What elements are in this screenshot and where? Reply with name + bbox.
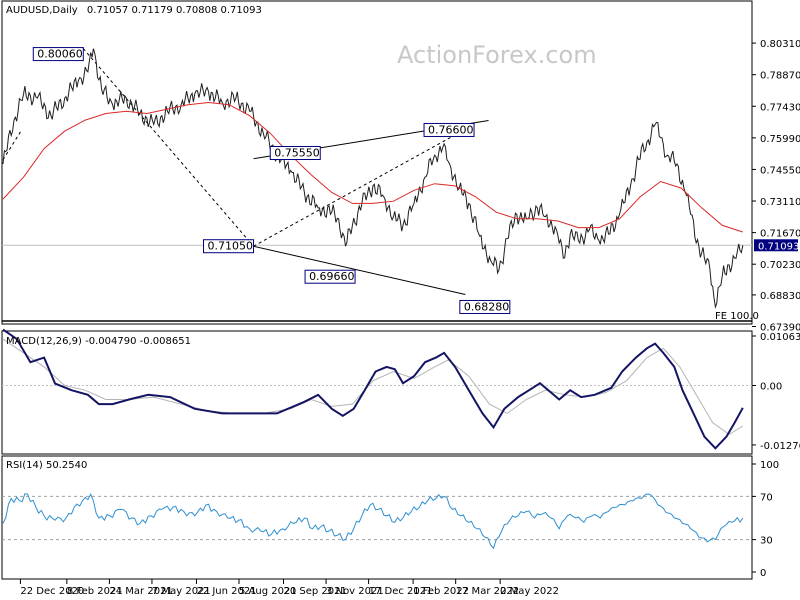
rsi-panel bbox=[1, 455, 753, 580]
price-tick-label: 0.74550 bbox=[760, 165, 800, 176]
rsi-title: RSI(14) 50.2540 bbox=[6, 460, 87, 471]
price-tick-label: 0.71670 bbox=[760, 229, 800, 240]
axis-ticks: 0.80310 0.78870 0.77430 0.75990 0.74550 0.731… bbox=[19, 39, 800, 597]
watermark: ActionForex.com bbox=[397, 41, 597, 69]
ohlc-values: 0.71057 0.71179 0.70808 0.71093 bbox=[87, 5, 262, 16]
rsi-tick-label: 0 bbox=[760, 568, 766, 579]
level-box bbox=[203, 239, 255, 254]
rsi-series bbox=[2, 492, 744, 550]
price-series bbox=[2, 48, 744, 309]
macd-main-series bbox=[2, 328, 744, 450]
price-tick-label: 0.78870 bbox=[760, 71, 800, 82]
level-box bbox=[423, 122, 475, 137]
level-label: 0.76600 bbox=[428, 123, 474, 136]
macd-title: MACD(12,26,9) -0.004790 -0.008651 bbox=[6, 336, 191, 347]
level-box bbox=[269, 146, 321, 161]
price-tick-label: 0.77430 bbox=[760, 102, 800, 113]
level-box bbox=[459, 299, 511, 314]
fe-annotation: FE 100.0 bbox=[715, 311, 759, 322]
macd-tick-label: 0.010631 bbox=[760, 332, 800, 343]
level-label: 0.69660 bbox=[309, 270, 355, 283]
macd-tick-label: 0.00 bbox=[760, 382, 782, 393]
price-panel bbox=[1, 0, 753, 325]
level-box bbox=[304, 269, 356, 284]
x-tick-label: 5 Aug 2021 bbox=[239, 586, 297, 597]
x-tick-label: 8 Feb 2021 bbox=[67, 586, 123, 597]
x-tick-label: 17 Dec 2021 bbox=[369, 586, 433, 597]
x-tick-label: 2 May 2022 bbox=[500, 586, 559, 597]
price-tick-label: 0.68830 bbox=[760, 291, 800, 302]
level-box bbox=[32, 47, 84, 62]
reference-lines bbox=[2, 244, 752, 541]
price-tick-label: 0.67390 bbox=[760, 323, 800, 334]
trendline bbox=[253, 245, 466, 295]
series bbox=[2, 48, 744, 550]
rsi-tick-label: 100 bbox=[760, 460, 779, 471]
level-label: 0.68280 bbox=[464, 300, 510, 313]
level-label: 0.75550 bbox=[274, 147, 320, 160]
price-tick-label: 0.70230 bbox=[760, 260, 800, 271]
x-tick-label: 20 Sep 2021 bbox=[283, 586, 346, 597]
x-tick-label: 17 Mar 2022 bbox=[456, 586, 519, 597]
x-tick-label: 7 May 2021 bbox=[152, 586, 211, 597]
current-price-label: 0.71093 bbox=[758, 241, 799, 252]
trendline bbox=[82, 48, 254, 247]
rsi-tick-label: 30 bbox=[760, 536, 773, 547]
x-tick-label: 22 Jun 2021 bbox=[196, 586, 256, 597]
macd-tick-label: -0.012767 bbox=[760, 441, 800, 452]
x-tick-label: 24 Mar 2021 bbox=[109, 586, 172, 597]
level-label: 0.71050 bbox=[208, 240, 254, 253]
x-tick-label: 3 Nov 2021 bbox=[326, 586, 384, 597]
level-label: 0.80060 bbox=[37, 48, 83, 61]
symbol-label: AUDUSD,Daily bbox=[6, 5, 78, 16]
moving-average-series bbox=[2, 101, 743, 233]
price-tick-label: 0.73110 bbox=[760, 197, 800, 208]
x-tick-label: 1 Feb 2022 bbox=[413, 586, 469, 597]
price-tick-label: 0.75990 bbox=[760, 134, 800, 145]
price-tick-label: 0.80310 bbox=[760, 39, 800, 50]
x-tick-label: 22 Dec 2020 bbox=[20, 586, 84, 597]
current-price-box bbox=[754, 239, 798, 252]
rsi-tick-label: 70 bbox=[760, 492, 773, 503]
price-title: AUDUSD,Daily 0.71057 0.71179 0.70808 0.7… bbox=[6, 5, 262, 16]
macd-panel bbox=[1, 330, 753, 455]
level-labels: 0.80060 0.71050 0.75550 0.69660 0.76600 0.682… bbox=[32, 47, 759, 322]
